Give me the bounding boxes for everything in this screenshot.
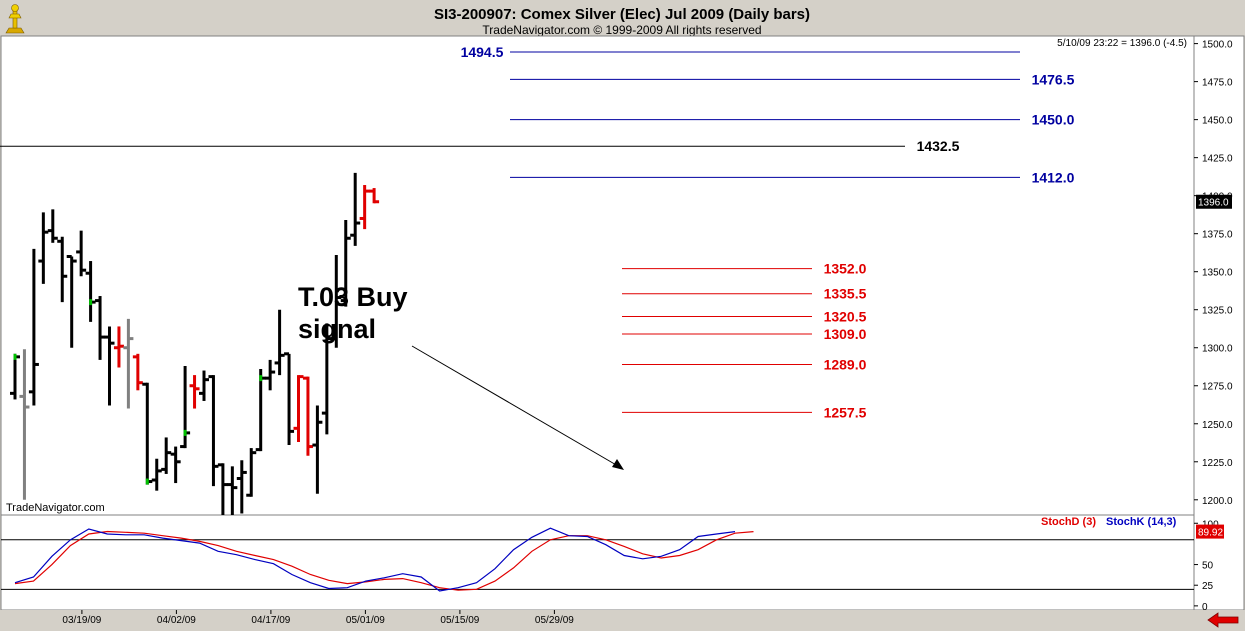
level-label: 1494.5 — [461, 44, 504, 60]
stoch-d-line — [14, 530, 754, 591]
ohlc-bar — [236, 460, 247, 514]
x-tick-label: 05/01/09 — [346, 615, 385, 626]
level-label: 1476.5 — [1032, 71, 1075, 87]
ohlc-bar — [180, 365, 191, 449]
level-label: 1309.0 — [824, 326, 867, 342]
ohlc-bar — [76, 230, 87, 277]
ohlc-bar — [227, 466, 238, 515]
ohlc-bar — [265, 359, 276, 391]
ohlc-bar — [208, 375, 219, 487]
quote-readout: 5/10/09 23:22 = 1396.0 (-4.5) — [1057, 38, 1187, 49]
chart-title: SI3-200907: Comex Silver (Elec) Jul 2009… — [434, 6, 810, 23]
last-price-label: 1396.0 — [1198, 198, 1229, 209]
level-label: 1320.5 — [824, 309, 867, 325]
stoch-last-label: 89.92 — [1198, 528, 1223, 539]
ohlc-bar — [10, 353, 20, 400]
ohlc-bar — [321, 323, 332, 435]
y-tick-label: 1450.0 — [1202, 116, 1233, 127]
ohlc-bar — [246, 448, 257, 497]
ohlc-bar — [28, 248, 39, 406]
ohlc-bar — [217, 463, 228, 515]
ohlc-bar — [331, 254, 342, 348]
scroll-right-button[interactable] — [1204, 612, 1242, 629]
ohlc-bar — [132, 353, 143, 391]
ohlc-bar — [359, 185, 370, 230]
title-bar — [0, 0, 1245, 36]
legend-stoch-k: StochK (14,3) — [1106, 516, 1177, 528]
x-tick-label: 03/19/09 — [62, 615, 101, 626]
stochastic-panel — [0, 514, 1195, 611]
y-tick-label: 1325.0 — [1202, 306, 1233, 317]
price-panel — [0, 35, 1195, 516]
ohlc-bar — [350, 172, 361, 246]
ohlc-bar — [302, 376, 313, 456]
y-tick-label: 1475.0 — [1202, 78, 1233, 89]
y-tick-label: 1500.0 — [1202, 40, 1233, 51]
level-label: 1352.0 — [824, 261, 867, 277]
y-tick-label: 1275.0 — [1202, 382, 1233, 393]
stoch-y-tick-label: 0 — [1202, 602, 1208, 613]
y-tick-label: 1200.0 — [1202, 496, 1233, 507]
level-label: 1289.0 — [824, 356, 867, 372]
legend-stoch-d: StochD (3) — [1041, 516, 1096, 528]
trade-navigator-logo-icon — [5, 4, 25, 34]
ohlc-bar — [274, 309, 285, 376]
stoch-y-tick-label: 50 — [1202, 561, 1214, 572]
ohlc-bar — [95, 296, 106, 360]
arrow-left-icon[interactable] — [1207, 612, 1239, 628]
date-axis-bar — [0, 610, 1245, 631]
ohlc-bar — [293, 375, 304, 443]
x-tick-label: 05/29/09 — [535, 615, 574, 626]
ohlc-bar — [142, 382, 153, 485]
watermark-text: TradeNavigator.com — [6, 502, 105, 514]
annotation-arrow-line — [411, 345, 619, 467]
stoch-k-line — [14, 527, 736, 592]
ohlc-bar — [161, 437, 172, 474]
ohlc-bar — [199, 370, 209, 401]
y-tick-label: 1425.0 — [1202, 154, 1233, 165]
x-tick-label: 04/17/09 — [251, 615, 290, 626]
ohlc-bar — [123, 318, 134, 409]
annotation-text-line1: T.03 Buy — [298, 282, 408, 312]
ohlc-bar — [255, 369, 266, 452]
ohlc-bar — [47, 209, 58, 243]
level-label: 1412.0 — [1032, 169, 1075, 185]
level-label: 1432.5 — [917, 138, 960, 154]
x-tick-label: 05/15/09 — [440, 615, 479, 626]
y-tick-label: 1250.0 — [1202, 420, 1233, 431]
y-tick-label: 1350.0 — [1202, 268, 1233, 279]
ohlc-bar — [340, 219, 351, 307]
ohlc-bar — [104, 326, 115, 406]
ohlc-bar — [57, 236, 68, 303]
ohlc-bar — [284, 352, 295, 446]
copyright-text: TradeNavigator.com © 1999-2009 All right… — [482, 23, 761, 37]
ohlc-bar — [85, 261, 96, 322]
ohlc-bar — [312, 405, 323, 494]
annotation-text-line2: signal — [298, 314, 376, 344]
ohlc-bar — [170, 446, 181, 484]
y-axis-area — [1193, 35, 1245, 611]
ohlc-bar — [38, 212, 49, 284]
y-tick-label: 1375.0 — [1202, 230, 1233, 241]
arrow-head-icon — [612, 459, 624, 470]
y-tick-label: 1300.0 — [1202, 344, 1233, 355]
ohlc-bar — [369, 188, 380, 204]
stoch-y-tick-label: 25 — [1202, 581, 1214, 592]
ohlc-bar — [151, 458, 162, 491]
ohlc-bar — [66, 254, 77, 348]
level-label: 1450.0 — [1032, 112, 1075, 128]
ohlc-bar — [113, 326, 124, 368]
x-tick-label: 04/02/09 — [157, 615, 196, 626]
y-tick-label: 1225.0 — [1202, 458, 1233, 469]
ohlc-bar — [19, 349, 30, 500]
level-label: 1257.5 — [824, 404, 867, 420]
stoch-last-box — [1196, 524, 1224, 539]
ohlc-bar — [189, 375, 200, 409]
level-label: 1335.5 — [824, 286, 867, 302]
last-price-box — [1196, 194, 1232, 209]
